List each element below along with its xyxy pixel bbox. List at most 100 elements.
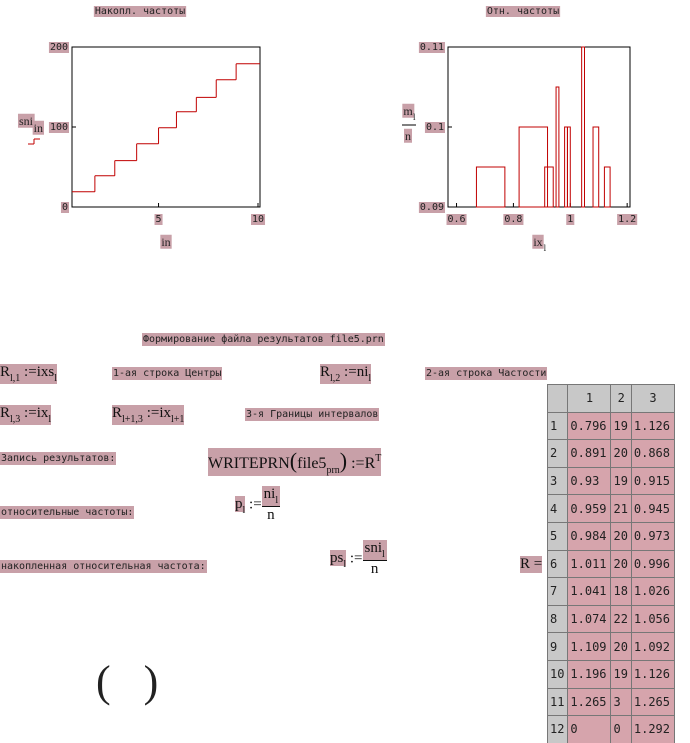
row: 12 0 0 1.292 (546, 715, 676, 743)
cell: 20 (610, 632, 632, 661)
y-axis-label-sub: in (34, 121, 43, 135)
cell: 1.109 (567, 632, 612, 661)
matrix-name: R = (520, 556, 543, 573)
header-cell: 3 (630, 384, 676, 413)
x-axis-label: in (161, 235, 170, 249)
y-tick-label: 0.09 (420, 202, 444, 213)
text: l,1 (10, 373, 21, 384)
corner (546, 384, 569, 413)
row: 7 1.041 18 1.026 (546, 577, 676, 606)
y-axis-label: sni (19, 114, 34, 128)
x-tick-label: 5 (156, 214, 162, 225)
text: := (349, 550, 363, 567)
row: 5 0.984 20 0.973 (546, 521, 676, 551)
row-index: 4 (546, 494, 569, 523)
text: ) (339, 448, 348, 473)
y-tick-label: 0 (62, 202, 68, 213)
text: ix (36, 405, 49, 421)
row-index: 3 (546, 466, 569, 496)
bar (555, 86, 560, 208)
row-index: 9 (546, 632, 569, 661)
cell: 0.868 (630, 439, 676, 468)
highlight (48, 42, 69, 53)
row: 6 1.011 20 0.996 (546, 549, 676, 579)
y-axis-label-den: n (405, 129, 411, 143)
text: l (343, 559, 347, 571)
bar (566, 126, 571, 208)
row-index: 1 (546, 411, 569, 441)
text: sni (364, 540, 383, 556)
row: 10 1.196 19 1.126 (546, 659, 676, 689)
text: l (48, 414, 52, 425)
label: накопленная относительная частота: (0, 560, 207, 573)
text: R (320, 364, 331, 380)
text: l (54, 373, 57, 384)
text: := (24, 405, 37, 421)
row-index: 10 (546, 659, 569, 689)
cell: 1.292 (630, 715, 676, 743)
highlight (418, 42, 445, 53)
cell: 0.996 (630, 549, 676, 579)
cell: 0.93 (567, 466, 612, 496)
row: 11 1.265 3 1.265 (546, 687, 676, 717)
highlight (532, 234, 544, 249)
text: := (24, 364, 37, 380)
y-tick-label: 100 (50, 122, 68, 133)
note: 2-ая строка Частости (425, 367, 548, 380)
bar (544, 166, 554, 208)
x-tick-label: 0.6 (448, 214, 466, 225)
plot-frame (71, 46, 261, 208)
bar (592, 126, 600, 208)
bar (475, 166, 506, 208)
cell: 1.056 (630, 604, 676, 634)
row: 4 0.959 21 0.945 (546, 494, 676, 523)
text: ni (263, 486, 276, 502)
highlight (17, 113, 35, 128)
chart-title: Отн. частоты (487, 6, 559, 17)
highlight (160, 234, 172, 249)
row-index: 8 (546, 604, 569, 634)
row-index: 2 (546, 439, 569, 468)
cell: 20 (610, 549, 632, 579)
highlight (566, 214, 575, 225)
header-cell: 2 (610, 384, 632, 413)
highlight (32, 120, 45, 135)
text: ( (289, 448, 298, 473)
write-expression: WRITEPRN(file5prn) :=RT (208, 448, 382, 476)
text: R (520, 556, 531, 572)
text: l (368, 373, 372, 384)
text: prn (326, 465, 340, 476)
fraction-expression: pl := nil n (235, 486, 281, 524)
highlight (446, 214, 467, 225)
text: l,2 (330, 373, 341, 384)
text: := (249, 496, 262, 513)
cell: 1.196 (567, 659, 612, 689)
cell: 22 (610, 604, 632, 634)
cell: 19 (610, 411, 632, 441)
text: l+1,3 (122, 414, 143, 425)
cell: 1.265 (567, 687, 612, 717)
row: 3 0.93 19 0.915 (546, 466, 676, 496)
text: psl (330, 550, 347, 570)
highlight (60, 202, 69, 213)
cell: 18 (610, 577, 632, 606)
row: 8 1.074 22 1.056 (546, 604, 676, 634)
y-tick-label: 200 (50, 42, 68, 53)
text: pl (235, 496, 246, 516)
cell: 20 (610, 521, 632, 551)
text: n (370, 561, 379, 577)
bar (581, 46, 585, 208)
cell: 3 (610, 687, 632, 717)
x-tick-label: 1 (567, 214, 573, 225)
header-cell: 1 (567, 384, 612, 413)
cell: 1.092 (630, 632, 676, 661)
y-axis-label-num: m (403, 104, 413, 118)
cell: 20 (610, 439, 632, 468)
highlight (503, 214, 524, 225)
text: file5 (297, 455, 327, 472)
row: 2 0.891 20 0.868 (546, 439, 676, 468)
cell: 1.265 (630, 687, 676, 717)
cell: 1.041 (567, 577, 612, 606)
